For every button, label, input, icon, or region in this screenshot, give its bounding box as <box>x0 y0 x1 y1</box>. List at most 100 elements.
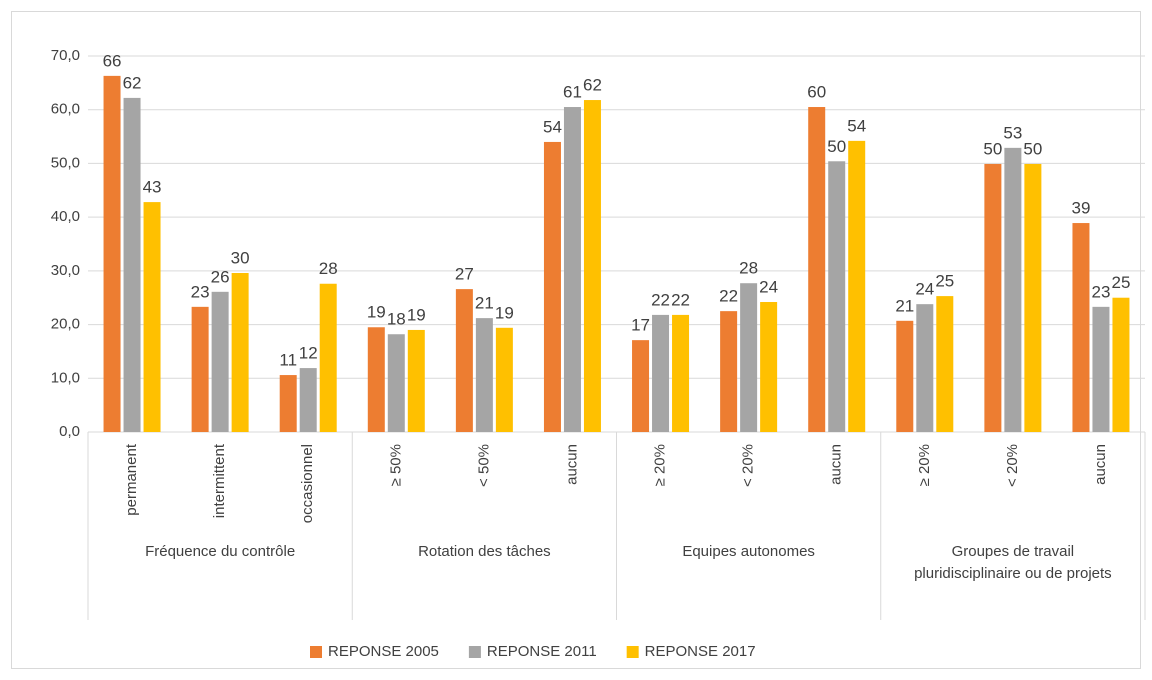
data-label: 23 <box>1091 282 1110 301</box>
y-tick-label: 10,0 <box>51 369 80 386</box>
bar <box>1024 163 1042 433</box>
data-label: 12 <box>299 344 318 363</box>
bar <box>279 375 297 432</box>
data-label: 27 <box>455 265 474 284</box>
bar <box>143 202 161 432</box>
bar <box>123 97 141 432</box>
bar <box>563 107 581 433</box>
data-label: 50 <box>983 139 1002 158</box>
data-label: 62 <box>123 73 142 92</box>
bar <box>760 302 778 432</box>
group-label: Fréquence du contrôle <box>145 543 296 560</box>
data-label: 54 <box>543 117 562 136</box>
bar <box>191 306 209 432</box>
x-tick-label: aucun <box>563 444 580 485</box>
x-tick-label: < 20% <box>740 444 757 487</box>
bar <box>1112 297 1130 432</box>
data-label: 62 <box>583 76 602 95</box>
bar <box>103 75 121 433</box>
x-tick-label: intermittent <box>211 443 228 518</box>
bar <box>740 283 758 432</box>
y-tick-label: 60,0 <box>51 101 80 118</box>
data-label: 19 <box>495 303 514 322</box>
data-label: 25 <box>1111 273 1130 292</box>
bar <box>652 314 670 432</box>
x-tick-label: < 50% <box>475 444 492 487</box>
x-tick-label: ≥ 20% <box>652 444 669 486</box>
bar <box>936 296 954 432</box>
data-label: 11 <box>279 351 297 370</box>
data-label: 50 <box>827 137 846 156</box>
data-label: 54 <box>847 116 866 135</box>
bar <box>455 289 473 432</box>
bar <box>319 283 337 432</box>
data-label: 22 <box>719 287 738 306</box>
bar <box>543 141 561 432</box>
data-label: 61 <box>563 83 582 102</box>
x-tick-label: permanent <box>123 443 140 516</box>
data-label: 24 <box>759 277 778 296</box>
legend-label: REPONSE 2005 <box>328 643 439 660</box>
group-label: Groupes de travail pluridisciplinaire ou… <box>914 543 1112 582</box>
group-label: Equipes autonomes <box>682 543 815 560</box>
bar <box>984 163 1002 433</box>
data-label: 50 <box>1023 139 1042 158</box>
legend-label: REPONSE 2017 <box>645 643 756 660</box>
bar <box>367 327 385 432</box>
data-label: 24 <box>915 280 934 299</box>
legend-label: REPONSE 2011 <box>487 643 597 660</box>
bar <box>495 327 513 432</box>
data-label: 23 <box>191 282 210 301</box>
y-tick-label: 20,0 <box>51 316 80 333</box>
data-label: 17 <box>631 316 650 335</box>
bar <box>720 311 738 432</box>
data-label: 30 <box>231 248 250 267</box>
x-tick-label: occasionnel <box>299 444 316 523</box>
bar <box>1092 306 1110 432</box>
y-tick-label: 40,0 <box>51 208 80 225</box>
y-tick-label: 50,0 <box>51 154 80 171</box>
y-tick-label: 70,0 <box>51 47 80 64</box>
bar <box>231 273 249 432</box>
data-label: 26 <box>211 267 230 286</box>
data-label: 21 <box>475 294 494 313</box>
bar <box>1004 147 1022 432</box>
bar <box>583 100 601 432</box>
data-label: 21 <box>895 296 914 315</box>
data-label: 25 <box>935 272 954 291</box>
bar <box>848 140 866 432</box>
bar <box>828 161 846 432</box>
data-label: 39 <box>1071 199 1090 218</box>
data-label: 22 <box>651 290 670 309</box>
data-label: 28 <box>739 259 758 278</box>
y-tick-label: 0,0 <box>59 423 80 440</box>
data-label: 53 <box>1003 123 1022 142</box>
data-label: 18 <box>387 310 406 329</box>
bar <box>672 314 690 432</box>
legend-swatch <box>468 646 481 658</box>
legend-swatch <box>626 646 639 658</box>
group-label: Rotation des tâches <box>418 543 551 560</box>
bar <box>632 340 650 432</box>
data-label: 22 <box>671 290 690 309</box>
bar <box>916 304 934 432</box>
legend-swatch <box>310 646 322 658</box>
bar <box>896 320 914 432</box>
data-label: 19 <box>407 305 426 324</box>
bar <box>299 368 317 432</box>
x-tick-label: ≥ 20% <box>916 444 933 486</box>
bar <box>475 318 493 432</box>
bar <box>387 334 405 432</box>
bar <box>1072 223 1090 432</box>
chart-border <box>11 11 1141 669</box>
x-tick-label: aucun <box>828 444 845 485</box>
data-label: 66 <box>103 51 122 70</box>
data-label: 43 <box>143 178 162 197</box>
data-label: 19 <box>367 303 386 322</box>
data-label: 60 <box>807 83 826 102</box>
bar <box>211 291 229 432</box>
x-tick-label: < 20% <box>1004 444 1021 487</box>
bar <box>407 329 425 432</box>
